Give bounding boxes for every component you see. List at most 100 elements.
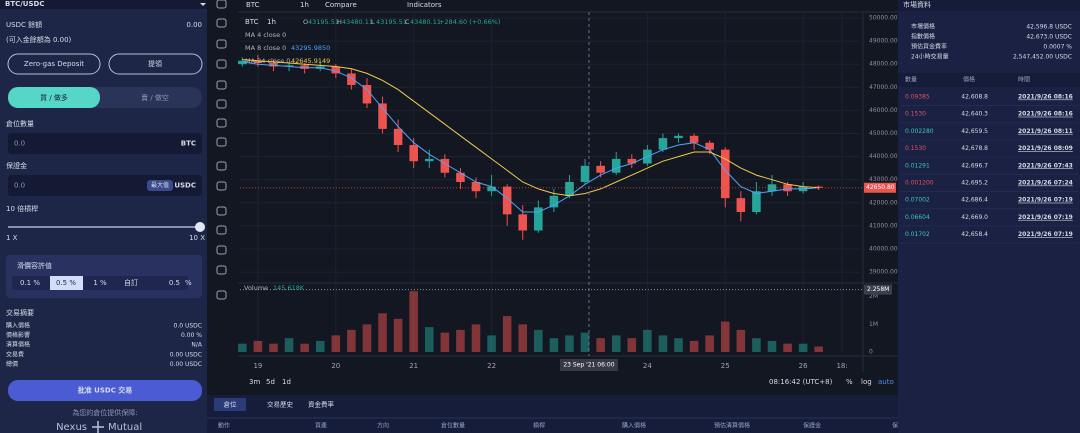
withdraw-button[interactable] <box>108 53 203 75</box>
y-tick-label: 43000.00 <box>869 176 898 183</box>
max-button[interactable] <box>147 180 173 191</box>
toolbar-symbol[interactable]: BTC <box>246 1 260 9</box>
ohlc-value: 43480.11 <box>410 18 441 26</box>
tool-icon[interactable] <box>216 265 227 275</box>
active-tab[interactable] <box>214 398 246 411</box>
volume-bar <box>331 335 341 352</box>
trade-size: 0.001200 <box>905 180 934 187</box>
column-header: 動作 <box>218 422 230 430</box>
candle-body <box>362 84 372 104</box>
approve-button[interactable] <box>8 380 202 401</box>
tool-icon[interactable] <box>216 290 227 300</box>
candle-body <box>300 65 309 69</box>
positions-tab[interactable]: 資金費率 <box>308 400 335 409</box>
margin-placeholder[interactable]: 0.0 <box>14 182 25 190</box>
toolbar-compare[interactable]: Compare <box>325 1 357 9</box>
trade-time[interactable]: 2021/9/26 07:19 <box>1018 214 1073 221</box>
market-value: 42,596.8 USDC <box>1026 24 1072 31</box>
tool-icon[interactable] <box>216 206 227 216</box>
tool-icon[interactable] <box>216 137 227 147</box>
approve-label[interactable]: 批准 USDC 交易 <box>78 386 133 395</box>
tool-icon[interactable] <box>216 225 227 235</box>
market-value: 2,547,452.00 USDC <box>1013 54 1072 61</box>
dropdown-arrow[interactable] <box>200 3 206 6</box>
volume-bar <box>611 335 621 352</box>
range-button[interactable]: 1d <box>282 378 291 386</box>
volume-bar <box>253 340 263 352</box>
leverage-label: 10 倍槓桿 <box>6 204 38 213</box>
trade-time[interactable]: 2021/9/26 07:24 <box>1018 180 1073 187</box>
positions-tab[interactable]: 倉位 <box>224 400 238 409</box>
trade-time[interactable]: 2021/9/26 07:43 <box>1018 162 1073 169</box>
column-header: 資產 <box>315 422 327 430</box>
max-label[interactable]: 最大值 <box>151 181 169 189</box>
tool-icon[interactable] <box>216 161 227 171</box>
volume-bar <box>783 343 792 352</box>
tool-icon[interactable] <box>216 245 227 255</box>
slippage-selected[interactable] <box>50 276 83 290</box>
tool-icon[interactable] <box>216 118 227 128</box>
trade-time[interactable]: 2021/9/26 08:16 <box>1018 111 1073 118</box>
trade-time[interactable]: 2021/9/26 08:16 <box>1018 94 1073 101</box>
trade-price: 42,686.4 <box>961 197 988 204</box>
tool-icon[interactable] <box>216 39 227 49</box>
legend-name: MA 8 close 0 <box>245 44 286 52</box>
balance-value: 0.00 <box>186 21 202 29</box>
y-tick-label: 50000.00 <box>869 15 898 22</box>
leverage-knob[interactable] <box>195 222 205 232</box>
slippage-option[interactable]: 0.5 % <box>56 279 76 287</box>
x-tick-label: 19 <box>253 362 262 370</box>
pair-bar[interactable] <box>0 0 207 9</box>
range-button[interactable]: 5d <box>266 378 275 386</box>
trade-time[interactable]: 2021/9/26 07:19 <box>1018 197 1073 204</box>
volume-bar <box>300 343 309 352</box>
volume-bar <box>487 335 496 352</box>
trade-time[interactable]: 2021/9/26 08:11 <box>1018 128 1073 135</box>
toolbar-interval[interactable]: 1h <box>300 1 309 9</box>
slippage-option[interactable]: 1 % <box>93 279 107 287</box>
deposit-label[interactable]: Zero-gas Deposit <box>24 60 84 68</box>
size-placeholder[interactable]: 0.0 <box>14 140 25 148</box>
candle-body <box>565 181 574 196</box>
tool-icon[interactable] <box>216 59 227 69</box>
x-tick-label: 25 <box>721 362 730 370</box>
trade-size: 0.002280 <box>905 128 934 135</box>
candle-body <box>378 103 387 129</box>
long-tab[interactable] <box>8 87 100 108</box>
auto-toggle[interactable]: auto <box>878 378 894 386</box>
volume-bar <box>362 324 372 352</box>
trade-price: 42,678.8 <box>961 145 988 152</box>
candle-body <box>284 65 294 67</box>
trade-time[interactable]: 2021/9/26 08:09 <box>1018 145 1073 152</box>
toolbar-indicators[interactable]: Indicators <box>407 1 442 9</box>
log-toggle[interactable]: log <box>861 378 872 386</box>
positions-tab[interactable]: 交易歷史 <box>267 400 294 409</box>
withdraw-label[interactable]: 提領 <box>148 59 162 68</box>
trade-time[interactable]: 2021/9/26 07:19 <box>1018 231 1073 238</box>
ma-line <box>242 59 819 197</box>
size-input[interactable] <box>8 133 202 154</box>
tool-icon[interactable] <box>216 181 227 191</box>
range-button[interactable]: 3m <box>249 378 260 386</box>
slippage-option[interactable]: 0.1 % <box>20 279 40 287</box>
slippage-custom-value[interactable]: 0.5 <box>169 279 180 287</box>
tool-icon[interactable] <box>216 0 227 9</box>
short-tab-label[interactable]: 賣 / 做空 <box>141 93 169 102</box>
volume-bar <box>596 338 605 352</box>
tool-icon[interactable] <box>216 18 227 28</box>
trade-price: 42,658.4 <box>961 231 988 238</box>
long-tab-label[interactable]: 買 / 做多 <box>40 93 68 102</box>
deposit-button[interactable] <box>7 53 101 75</box>
x-tick-label: 24 <box>643 362 652 370</box>
x-tick-label: 20 <box>331 362 340 370</box>
slippage-custom-label: 自訂 <box>124 278 138 287</box>
tool-icon[interactable] <box>216 80 227 90</box>
percent-toggle[interactable]: % <box>846 378 853 386</box>
volume-bar <box>705 335 714 352</box>
volume-bar <box>471 324 481 352</box>
y-tick-label: 49000.00 <box>869 38 898 45</box>
tool-icon[interactable] <box>216 99 227 109</box>
pair[interactable]: BTC/USDC <box>5 0 44 8</box>
market-value: 42,673.0 USDC <box>1026 34 1072 41</box>
